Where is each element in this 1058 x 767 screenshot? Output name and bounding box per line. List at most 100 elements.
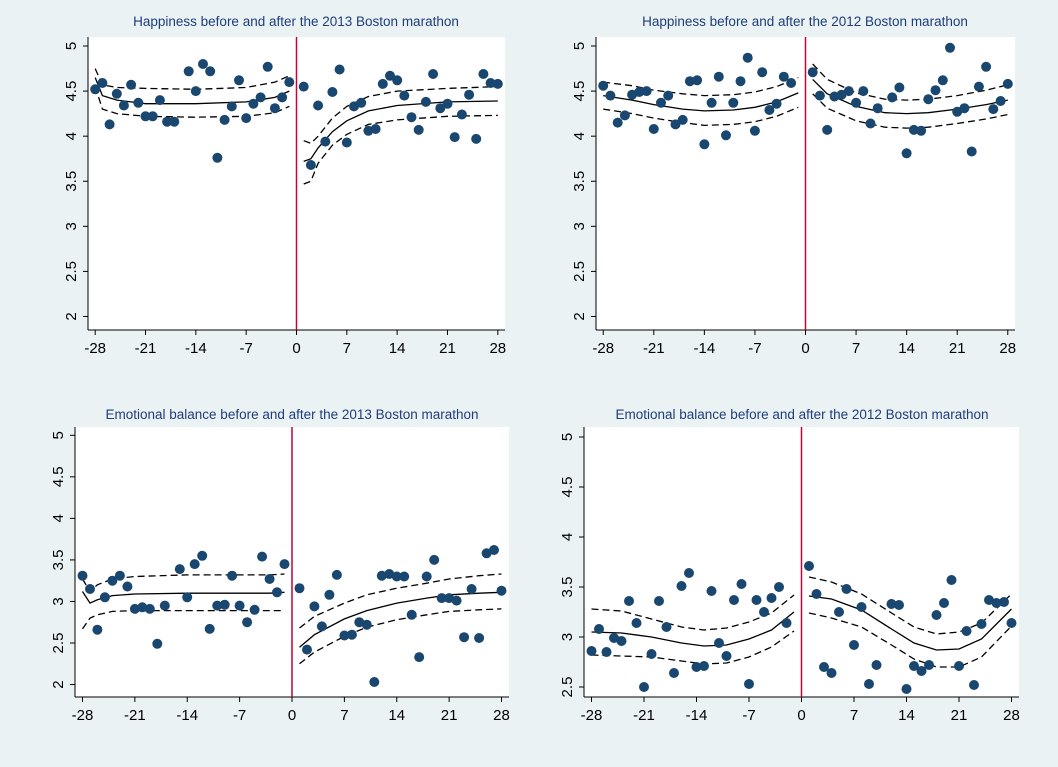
- data-point: [122, 581, 133, 592]
- x-tick-label: -7: [742, 707, 755, 724]
- x-tick-label: 7: [850, 707, 858, 724]
- x-tick-label: 7: [852, 340, 860, 357]
- y-tick-label: 4.5: [571, 81, 588, 102]
- data-point: [872, 103, 883, 114]
- x-tick-label: -21: [135, 340, 157, 357]
- x-tick-label: 0: [288, 707, 296, 724]
- data-point: [887, 92, 898, 103]
- y-tick-label: 5: [63, 42, 80, 50]
- y-tick-label: 2: [571, 312, 588, 320]
- y-tick-label: 4: [559, 533, 576, 541]
- data-point: [154, 95, 165, 106]
- data-point: [969, 680, 979, 690]
- data-point: [126, 79, 137, 90]
- data-point: [619, 110, 630, 121]
- data-point: [204, 623, 215, 634]
- data-point: [279, 559, 290, 570]
- fit-before-line: [94, 77, 290, 105]
- data-point: [451, 595, 462, 606]
- data-point: [459, 632, 470, 643]
- x-tick-label: -14: [185, 340, 207, 357]
- data-point: [492, 78, 503, 89]
- data-point: [819, 662, 829, 672]
- data-point: [140, 111, 151, 122]
- data-point: [298, 81, 309, 92]
- data-point: [946, 575, 957, 585]
- y-tick-label: 4.5: [50, 466, 67, 487]
- data-point: [999, 597, 1009, 607]
- data-point: [392, 75, 403, 86]
- panel-happiness-2013: 2 2.5 3 3.5 4 4.5 5 -28 -21 -14 -7 0 7 14 21 28 Happines…: [63, 14, 506, 357]
- data-point: [736, 579, 747, 589]
- data-point: [1002, 78, 1013, 89]
- x-tick-label: -28: [84, 340, 106, 357]
- x-tick-label: -14: [686, 707, 708, 724]
- data-point: [174, 564, 185, 575]
- data-point: [766, 593, 777, 603]
- data-point: [822, 124, 833, 135]
- x-tick-label: -28: [581, 707, 603, 724]
- data-point: [641, 86, 652, 97]
- data-point: [316, 621, 327, 632]
- data-point: [474, 633, 485, 643]
- data-point: [1006, 618, 1017, 628]
- x-tick-label: 0: [801, 340, 809, 357]
- data-point: [656, 97, 666, 108]
- data-point: [729, 595, 739, 605]
- data-point: [749, 125, 760, 136]
- data-point: [104, 119, 115, 130]
- x-tick-label: 28: [489, 340, 506, 357]
- x-tick-label: 28: [1003, 707, 1020, 724]
- data-point: [834, 607, 844, 617]
- y-tick-label: 4.5: [63, 81, 80, 102]
- data-point: [190, 86, 201, 97]
- data-point: [356, 97, 367, 108]
- data-point: [242, 617, 253, 628]
- data-point: [294, 583, 305, 594]
- fit-before-line: [81, 591, 285, 604]
- data-point: [871, 660, 882, 670]
- data-point: [331, 569, 342, 580]
- data-point: [605, 90, 616, 101]
- data-point: [399, 90, 410, 101]
- x-tick-label: -21: [643, 340, 665, 357]
- data-point: [420, 96, 431, 107]
- data-point: [865, 118, 876, 129]
- fit-before-line: [591, 611, 795, 647]
- data-point: [984, 595, 994, 605]
- x-tick-label: 0: [797, 707, 805, 724]
- data-point: [864, 679, 874, 689]
- data-point: [114, 570, 125, 581]
- y-tick-label: 4: [63, 132, 80, 140]
- data-point: [147, 111, 158, 122]
- data-point: [226, 101, 237, 112]
- ci-upper-after-line: [812, 63, 1008, 101]
- data-point: [277, 92, 288, 103]
- data-point: [346, 629, 357, 640]
- x-tick-label: -7: [748, 340, 761, 357]
- x-tick-label: 28: [999, 340, 1016, 357]
- data-point: [456, 109, 467, 120]
- data-point: [264, 574, 275, 584]
- data-point: [249, 604, 260, 615]
- data-point: [334, 64, 345, 75]
- data-point: [162, 116, 173, 127]
- data-point: [429, 554, 440, 565]
- x-tick-label: 7: [340, 707, 348, 724]
- data-point: [205, 66, 216, 77]
- data-point: [764, 105, 775, 115]
- data-point: [234, 75, 244, 86]
- data-point: [841, 584, 852, 594]
- data-point: [901, 148, 912, 159]
- data-point: [757, 67, 768, 78]
- data-point: [464, 89, 475, 100]
- ci-lower-after-line: [812, 93, 1008, 129]
- ci-lower-before-line: [94, 86, 290, 118]
- data-point: [959, 103, 970, 114]
- data-point: [255, 92, 266, 103]
- data-point: [594, 624, 604, 634]
- panel-happiness-2012: 2 2.5 3 3.5 4 4.5 5 -28 -21 -14 -7 0 7 14 21 28 Happines…: [571, 14, 1016, 357]
- y-tick-label: 3: [63, 222, 80, 230]
- data-point: [284, 77, 295, 88]
- data-point: [751, 595, 762, 605]
